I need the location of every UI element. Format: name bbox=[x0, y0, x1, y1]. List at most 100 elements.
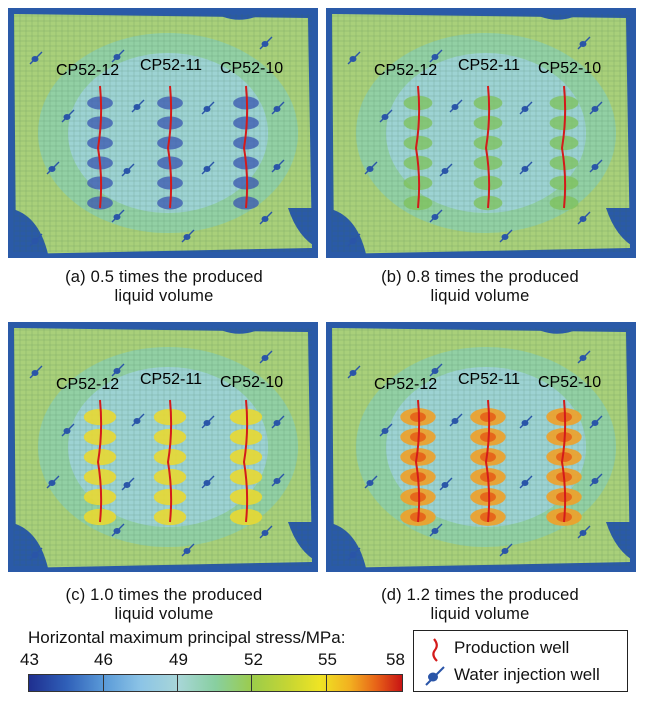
stress-hotspot bbox=[480, 452, 496, 462]
corner-notch bbox=[208, 8, 263, 20]
stress-concentration bbox=[473, 175, 503, 191]
corner-notch bbox=[606, 208, 636, 248]
stress-concentration bbox=[83, 488, 117, 506]
caption-d: (d) 1.2 times the produced liquid volume bbox=[320, 586, 640, 624]
well-label-cp52-12: CP52-12 bbox=[56, 376, 119, 393]
water-injection-well-icon bbox=[439, 163, 453, 177]
water-injection-well-icon bbox=[577, 525, 591, 539]
corner-notch bbox=[526, 322, 581, 334]
corner-notch bbox=[208, 322, 263, 334]
stress-concentration bbox=[157, 176, 183, 190]
caption-b: (b) 0.8 times the produced liquid volume bbox=[320, 268, 640, 306]
water-injection-well-icon bbox=[259, 36, 273, 50]
panel-b: CP52-12 CP52-11 CP52-10 bbox=[326, 8, 636, 258]
water-injection-well-icon bbox=[589, 101, 603, 115]
water-injection-well-icon bbox=[347, 547, 361, 561]
water-injection-well-icon bbox=[347, 51, 361, 65]
stress-concentration bbox=[83, 408, 117, 426]
center-field bbox=[68, 367, 268, 527]
colorbar-tick-49: 49 bbox=[169, 650, 188, 669]
water-injection-well-icon bbox=[121, 477, 135, 491]
colorbar-tick-43: 43 bbox=[20, 650, 39, 669]
colorbar-tick-52: 52 bbox=[244, 650, 263, 669]
water-injection-well-icon bbox=[29, 51, 43, 65]
water-injection-well-icon bbox=[589, 473, 603, 487]
stress-hotspot bbox=[556, 412, 572, 422]
caption-d-line1: (d) 1.2 times the produced bbox=[381, 586, 579, 604]
production-well-icon bbox=[432, 638, 438, 662]
stress-map: CP52-12 CP52-11 CP52-10 bbox=[326, 8, 636, 258]
production-well-cp52-12 bbox=[414, 85, 421, 209]
stress-concentration bbox=[153, 488, 187, 506]
legend-area: Horizontal maximum principal stress/MPa:… bbox=[18, 628, 638, 703]
stress-concentration bbox=[83, 448, 117, 466]
water-injection-well-icon bbox=[259, 525, 273, 539]
water-injection-well-icon bbox=[29, 547, 43, 561]
stress-hotspot bbox=[480, 412, 496, 422]
water-injection-well-icon bbox=[379, 423, 393, 437]
water-injection-well-icon bbox=[519, 161, 533, 175]
production-well-cp52-10 bbox=[560, 85, 567, 209]
water-injection-well-icon bbox=[429, 523, 443, 537]
stress-concentration bbox=[87, 96, 113, 110]
corner-notch bbox=[288, 522, 318, 562]
stress-concentration bbox=[403, 95, 433, 111]
well-label-cp52-10: CP52-10 bbox=[220, 374, 283, 391]
water-injection-well-icon bbox=[519, 415, 533, 429]
water-injection-well-icon bbox=[364, 161, 378, 175]
water-injection-well-icon bbox=[271, 473, 285, 487]
well-label-cp52-10: CP52-10 bbox=[538, 374, 601, 391]
caption-c: (c) 1.0 times the produced liquid volume bbox=[4, 586, 324, 624]
stress-concentration bbox=[87, 176, 113, 190]
water-injection-well-icon bbox=[379, 109, 393, 123]
caption-b-line2: liquid volume bbox=[430, 287, 530, 305]
well-label-cp52-11: CP52-11 bbox=[458, 371, 520, 388]
water-injection-well-icon bbox=[429, 209, 443, 223]
stress-hotspot bbox=[410, 412, 426, 422]
colorbar-divider bbox=[251, 675, 252, 691]
water-injection-well-icon bbox=[429, 49, 443, 63]
production-well-cp52-10 bbox=[560, 399, 567, 523]
stress-concentration bbox=[549, 135, 579, 151]
water-injection-well-icon bbox=[499, 543, 513, 557]
production-well-cp52-12 bbox=[96, 399, 103, 523]
stress-concentration bbox=[233, 136, 259, 150]
water-injection-well-icon bbox=[46, 475, 60, 489]
water-injection-well-icon bbox=[131, 413, 145, 427]
center-field bbox=[386, 53, 586, 213]
water-injection-well-icon bbox=[364, 475, 378, 489]
corner-notch bbox=[288, 208, 318, 248]
panel-a: CP52-12 CP52-11 CP52-10 bbox=[8, 8, 318, 258]
corner-notch bbox=[606, 522, 636, 562]
production-well-cp52-12 bbox=[96, 85, 103, 209]
stress-map: CP52-12 CP52-11 CP52-10 bbox=[8, 8, 318, 258]
well-label-cp52-10: CP52-10 bbox=[220, 60, 283, 77]
colorbar-tick-46: 46 bbox=[94, 650, 113, 669]
production-well-cp52-12 bbox=[414, 399, 421, 523]
water-injection-well-icon bbox=[429, 363, 443, 377]
well-label-cp52-11: CP52-11 bbox=[140, 371, 202, 388]
water-injection-well-icon bbox=[181, 543, 195, 557]
well-label-cp52-11: CP52-11 bbox=[140, 57, 202, 74]
stress-concentration bbox=[229, 488, 263, 506]
water-injection-well-icon bbox=[425, 666, 445, 686]
water-injection-well-icon bbox=[61, 423, 75, 437]
stress-concentration bbox=[153, 408, 187, 426]
stress-concentration bbox=[233, 96, 259, 110]
stress-concentration bbox=[87, 136, 113, 150]
water-injection-well-icon bbox=[111, 49, 125, 63]
production-well-label: Production well bbox=[454, 638, 570, 657]
water-injection-well-icon bbox=[181, 229, 195, 243]
well-label-cp52-11: CP52-11 bbox=[458, 57, 520, 74]
stress-map: CP52-12 CP52-11 CP52-10 bbox=[8, 322, 318, 572]
production-well-cp52-11 bbox=[166, 85, 173, 209]
caption-c-line2: liquid volume bbox=[114, 605, 214, 623]
colorbar bbox=[28, 674, 403, 692]
stress-concentration bbox=[403, 175, 433, 191]
center-field bbox=[68, 53, 268, 213]
stress-concentration bbox=[549, 95, 579, 111]
water-injection-well-icon bbox=[29, 365, 43, 379]
water-injection-well-icon bbox=[439, 477, 453, 491]
water-injection-well-icon bbox=[271, 415, 285, 429]
stress-concentration bbox=[157, 136, 183, 150]
